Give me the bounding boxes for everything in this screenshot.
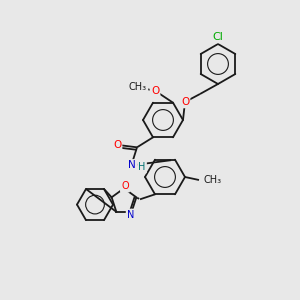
Text: O: O [121, 181, 129, 191]
Text: N: N [128, 160, 136, 170]
Text: O: O [181, 97, 189, 107]
Text: O: O [151, 86, 159, 96]
Text: Cl: Cl [213, 32, 224, 42]
Text: O: O [113, 140, 121, 150]
Text: CH₃: CH₃ [129, 82, 147, 92]
Text: CH₃: CH₃ [204, 175, 222, 185]
Text: N: N [127, 210, 134, 220]
Text: H: H [138, 162, 146, 172]
